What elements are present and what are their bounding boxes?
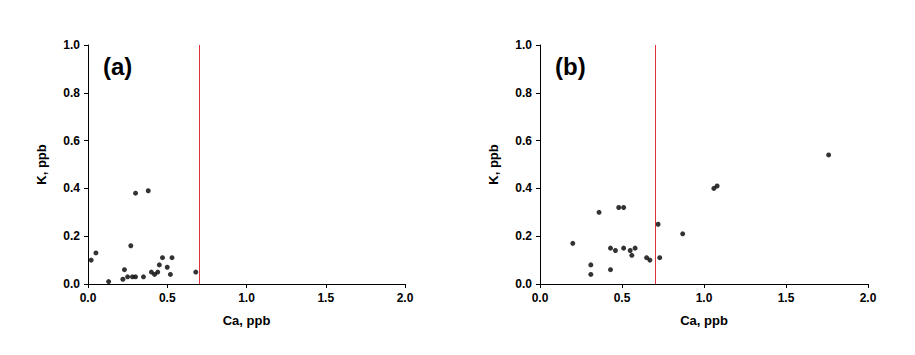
svg-text:0.6: 0.6 — [63, 134, 80, 148]
svg-text:2.0: 2.0 — [397, 291, 414, 305]
svg-text:Ca, ppb: Ca, ppb — [223, 313, 271, 328]
svg-text:0.2: 0.2 — [515, 229, 532, 243]
svg-text:(b): (b) — [555, 53, 586, 80]
svg-text:1.5: 1.5 — [317, 291, 334, 305]
svg-text:0.0: 0.0 — [532, 291, 549, 305]
svg-text:0.4: 0.4 — [63, 181, 80, 195]
svg-text:1.0: 1.0 — [63, 38, 80, 52]
svg-text:0.0: 0.0 — [80, 291, 97, 305]
svg-text:1.0: 1.0 — [515, 38, 532, 52]
svg-text:0.5: 0.5 — [159, 291, 176, 305]
svg-text:Ca, ppb: Ca, ppb — [680, 313, 728, 328]
svg-text:1.0: 1.0 — [238, 291, 255, 305]
svg-text:K, ppb: K, ppb — [34, 144, 49, 184]
svg-text:0.0: 0.0 — [515, 277, 532, 291]
svg-text:2.0: 2.0 — [860, 291, 877, 305]
svg-text:0.6: 0.6 — [515, 134, 532, 148]
svg-text:(a): (a) — [103, 53, 132, 80]
svg-text:K, ppb: K, ppb — [486, 144, 501, 184]
svg-text:1.5: 1.5 — [778, 291, 795, 305]
svg-text:0.2: 0.2 — [63, 229, 80, 243]
svg-text:0.5: 0.5 — [614, 291, 631, 305]
svg-text:0.0: 0.0 — [63, 277, 80, 291]
svg-text:1.0: 1.0 — [696, 291, 713, 305]
svg-text:0.8: 0.8 — [63, 86, 80, 100]
svg-text:0.8: 0.8 — [515, 86, 532, 100]
svg-text:0.4: 0.4 — [515, 181, 532, 195]
